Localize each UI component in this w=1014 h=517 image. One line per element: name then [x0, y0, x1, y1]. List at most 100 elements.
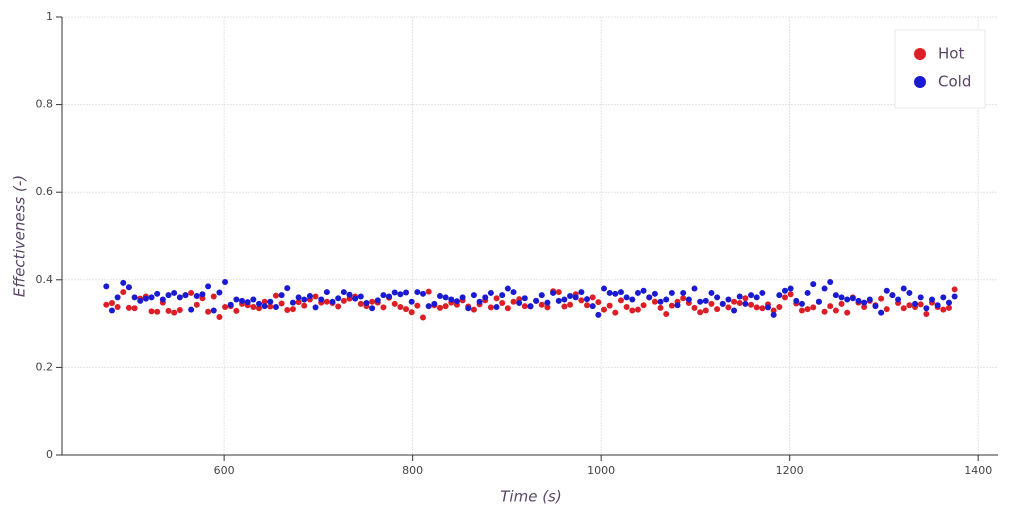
point	[821, 308, 828, 315]
point	[878, 295, 885, 302]
point	[550, 289, 557, 296]
point	[691, 304, 698, 311]
point	[403, 306, 410, 313]
point	[544, 299, 551, 306]
point	[239, 297, 246, 304]
point	[612, 290, 619, 297]
point	[295, 294, 302, 301]
x-tick-label: 600	[214, 464, 235, 477]
point	[154, 290, 161, 297]
point	[929, 296, 936, 303]
point	[629, 307, 636, 314]
point	[663, 296, 670, 303]
point	[182, 292, 189, 299]
point	[442, 303, 449, 310]
point	[142, 295, 149, 302]
point	[403, 289, 410, 296]
point	[120, 279, 127, 286]
x-tick-label: 1400	[964, 464, 992, 477]
point	[945, 299, 952, 306]
point	[380, 304, 387, 311]
point	[731, 307, 738, 314]
point	[391, 300, 398, 307]
point	[555, 289, 562, 296]
point	[205, 308, 212, 315]
point	[493, 295, 500, 302]
point	[210, 293, 217, 300]
point	[855, 297, 862, 304]
point	[306, 293, 313, 300]
point	[216, 314, 223, 321]
point	[267, 298, 274, 305]
point	[487, 289, 494, 296]
point	[408, 309, 415, 316]
point	[397, 303, 404, 310]
point	[600, 285, 607, 292]
point	[668, 289, 675, 296]
point	[103, 283, 110, 290]
point	[606, 302, 613, 309]
point	[617, 289, 624, 296]
point	[606, 289, 613, 296]
point	[335, 303, 342, 310]
point	[810, 281, 817, 288]
point	[533, 297, 540, 304]
point	[205, 283, 212, 290]
point	[832, 292, 839, 299]
point	[697, 298, 704, 305]
point	[844, 296, 851, 303]
point	[284, 307, 291, 314]
point	[442, 294, 449, 301]
point	[125, 304, 132, 311]
point	[567, 301, 574, 308]
point	[651, 290, 658, 297]
point	[363, 300, 370, 307]
point	[233, 307, 240, 314]
point	[861, 299, 868, 306]
point	[742, 295, 749, 302]
point	[759, 289, 766, 296]
point	[770, 311, 777, 318]
point	[312, 304, 319, 311]
point	[386, 293, 393, 300]
point	[374, 297, 381, 304]
point	[193, 293, 200, 300]
point	[951, 286, 958, 293]
point	[250, 303, 257, 310]
point	[674, 302, 681, 309]
point	[668, 302, 675, 309]
point	[708, 300, 715, 307]
point	[748, 292, 755, 299]
point	[584, 302, 591, 309]
point	[470, 306, 477, 313]
point	[861, 303, 868, 310]
point	[702, 297, 709, 304]
point	[278, 300, 285, 307]
point	[493, 303, 500, 310]
point	[759, 305, 766, 312]
point	[256, 300, 263, 307]
point	[340, 289, 347, 296]
point	[736, 293, 743, 300]
point	[436, 293, 443, 300]
y-tick-label: 0	[46, 448, 53, 461]
point	[256, 305, 263, 312]
point	[600, 306, 607, 313]
point	[527, 303, 534, 310]
point	[832, 307, 839, 314]
point	[815, 298, 822, 305]
point	[849, 295, 856, 302]
point	[335, 295, 342, 302]
point	[883, 306, 890, 313]
point	[595, 299, 602, 306]
point	[793, 297, 800, 304]
point	[222, 278, 229, 285]
point	[148, 294, 155, 301]
point	[753, 294, 760, 301]
point	[154, 308, 161, 315]
point	[798, 300, 805, 307]
legend-label: Cold	[938, 73, 971, 91]
point	[148, 308, 155, 315]
point	[770, 307, 777, 314]
point	[657, 298, 664, 305]
